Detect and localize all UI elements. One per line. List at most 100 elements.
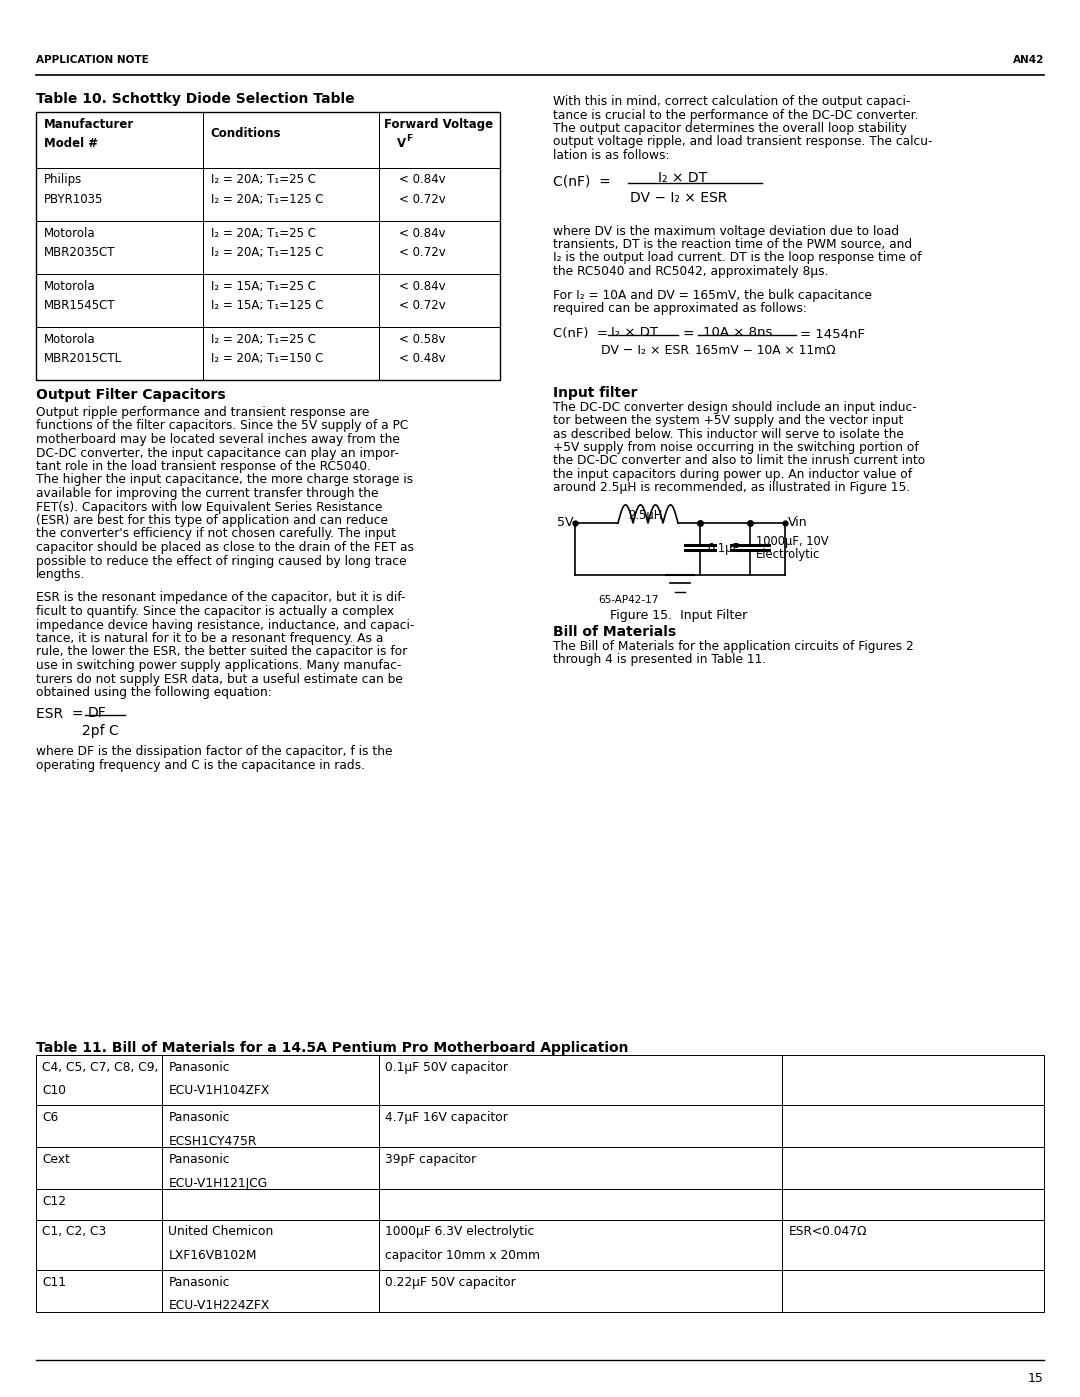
Text: I₂ = 20A; T₁=125 C: I₂ = 20A; T₁=125 C <box>211 246 323 258</box>
Bar <box>36 1055 162 1105</box>
Text: F: F <box>406 134 413 144</box>
Text: where DF is the dissipation factor of the capacitor, f is the: where DF is the dissipation factor of th… <box>36 746 392 759</box>
Text: I₂ × DT: I₂ × DT <box>658 172 707 186</box>
Bar <box>782 1147 1044 1189</box>
Text: FET(s). Capacitors with low Equivalent Series Resistance: FET(s). Capacitors with low Equivalent S… <box>36 500 382 514</box>
Text: With this in mind, correct calculation of the output capaci-: With this in mind, correct calculation o… <box>553 95 910 108</box>
Text: rule, the lower the ESR, the better suited the capacitor is for: rule, the lower the ESR, the better suit… <box>36 645 407 658</box>
Bar <box>782 1220 1044 1270</box>
Text: Vin: Vin <box>788 515 808 529</box>
Text: impedance device having resistance, inductance, and capaci-: impedance device having resistance, indu… <box>36 619 415 631</box>
Bar <box>162 1270 379 1312</box>
Text: 0.1μF: 0.1μF <box>707 542 739 555</box>
Text: C6: C6 <box>42 1111 58 1123</box>
Text: 1000μF, 10V: 1000μF, 10V <box>756 535 828 548</box>
Text: The output capacitor determines the overall loop stability: The output capacitor determines the over… <box>553 122 907 136</box>
Text: as described below. This inductor will serve to isolate the: as described below. This inductor will s… <box>553 427 904 440</box>
Text: operating frequency and C is the capacitance in rads.: operating frequency and C is the capacit… <box>36 759 365 773</box>
Text: lengths.: lengths. <box>36 569 85 581</box>
Bar <box>379 1147 782 1189</box>
Text: I₂ = 15A; T₁=25 C: I₂ = 15A; T₁=25 C <box>211 279 315 292</box>
Text: +5V supply from noise occurring in the switching portion of: +5V supply from noise occurring in the s… <box>553 441 919 454</box>
Text: the converter's efficiency if not chosen carefully. The input: the converter's efficiency if not chosen… <box>36 528 396 541</box>
Text: Cext: Cext <box>42 1153 70 1165</box>
Text: ECU-V1H224ZFX: ECU-V1H224ZFX <box>168 1299 270 1312</box>
Bar <box>36 1105 162 1147</box>
Bar <box>379 112 500 168</box>
Text: ECSH1CY475R: ECSH1CY475R <box>168 1134 257 1147</box>
Text: I₂ = 20A; T₁=25 C: I₂ = 20A; T₁=25 C <box>211 226 315 239</box>
Bar <box>36 112 500 380</box>
Bar <box>36 112 203 168</box>
Text: < 0.84v: < 0.84v <box>399 226 445 239</box>
Bar <box>782 1189 1044 1220</box>
Text: ESR is the resonant impedance of the capacitor, but it is dif-: ESR is the resonant impedance of the cap… <box>36 591 405 605</box>
Bar <box>379 1055 782 1105</box>
Text: LXF16VB102M: LXF16VB102M <box>168 1249 257 1261</box>
Bar <box>782 1105 1044 1147</box>
Text: motherboard may be located several inches away from the: motherboard may be located several inche… <box>36 433 400 446</box>
Text: 0.22μF 50V capacitor: 0.22μF 50V capacitor <box>386 1275 516 1288</box>
Text: the DC-DC converter and also to limit the inrush current into: the DC-DC converter and also to limit th… <box>553 454 926 468</box>
Text: capacitor 10mm x 20mm: capacitor 10mm x 20mm <box>386 1249 540 1261</box>
Text: Motorola: Motorola <box>43 332 95 345</box>
Text: < 0.72v: < 0.72v <box>399 193 446 205</box>
Text: output voltage ripple, and load transient response. The calcu-: output voltage ripple, and load transien… <box>553 136 932 148</box>
Text: I₂ = 15A; T₁=125 C: I₂ = 15A; T₁=125 C <box>211 299 323 312</box>
Text: Panasonic: Panasonic <box>168 1060 230 1073</box>
Text: 2.5μH: 2.5μH <box>627 509 662 522</box>
Text: 2pf C: 2pf C <box>82 724 119 738</box>
Text: available for improving the current transfer through the: available for improving the current tran… <box>36 488 378 500</box>
Text: DF: DF <box>87 707 107 721</box>
Text: ECU-V1H104ZFX: ECU-V1H104ZFX <box>168 1084 270 1097</box>
Text: V: V <box>396 137 406 149</box>
Text: 10A × 8ns: 10A × 8ns <box>703 326 772 338</box>
Bar <box>36 221 203 274</box>
Text: < 0.72v: < 0.72v <box>399 246 446 258</box>
Text: Bill of Materials: Bill of Materials <box>553 624 676 638</box>
Text: where DV is the maximum voltage deviation due to load: where DV is the maximum voltage deviatio… <box>553 225 900 237</box>
Text: I₂ is the output load current. DT is the loop response time of: I₂ is the output load current. DT is the… <box>553 251 921 264</box>
Text: DV − I₂ × ESR: DV − I₂ × ESR <box>600 344 689 356</box>
Text: The Bill of Materials for the application circuits of Figures 2: The Bill of Materials for the applicatio… <box>553 640 914 652</box>
Text: obtained using the following equation:: obtained using the following equation: <box>36 686 272 698</box>
Bar <box>379 168 500 221</box>
Text: Panasonic: Panasonic <box>168 1153 230 1165</box>
Bar <box>162 1105 379 1147</box>
Bar <box>379 1220 782 1270</box>
Text: I₂ × DT: I₂ × DT <box>611 326 658 338</box>
Text: 1000μF 6.3V electrolytic: 1000μF 6.3V electrolytic <box>386 1225 535 1238</box>
Text: ESR<0.047Ω: ESR<0.047Ω <box>788 1225 867 1238</box>
Text: Philips: Philips <box>43 173 82 186</box>
Text: MBR2035CT: MBR2035CT <box>43 246 116 258</box>
Text: Forward Voltage: Forward Voltage <box>383 117 492 130</box>
Text: lation is as follows:: lation is as follows: <box>553 149 670 162</box>
Text: =: = <box>681 327 693 341</box>
Text: 4.7μF 16V capacitor: 4.7μF 16V capacitor <box>386 1111 508 1123</box>
Text: 165mV − 10A × 11mΩ: 165mV − 10A × 11mΩ <box>696 344 836 356</box>
Text: functions of the filter capacitors. Since the 5V supply of a PC: functions of the filter capacitors. Sinc… <box>36 419 408 433</box>
Text: Conditions: Conditions <box>211 127 281 140</box>
Bar <box>36 1270 162 1312</box>
Bar <box>782 1270 1044 1312</box>
Bar <box>36 274 203 327</box>
Text: Panasonic: Panasonic <box>168 1275 230 1288</box>
Text: C(nF)  =: C(nF) = <box>553 327 608 341</box>
Text: The DC-DC converter design should include an input induc-: The DC-DC converter design should includ… <box>553 401 917 414</box>
Text: C12: C12 <box>42 1194 67 1207</box>
Text: Figure 15.  Input Filter: Figure 15. Input Filter <box>610 609 747 622</box>
Bar <box>36 1189 162 1220</box>
Text: The higher the input capacitance, the more charge storage is: The higher the input capacitance, the mo… <box>36 474 414 486</box>
Text: I₂ = 20A; T₁=25 C: I₂ = 20A; T₁=25 C <box>211 173 315 186</box>
Text: C11: C11 <box>42 1275 67 1288</box>
Text: 15: 15 <box>1028 1372 1044 1384</box>
Text: tant role in the load transient response of the RC5040.: tant role in the load transient response… <box>36 460 372 474</box>
Bar <box>36 168 203 221</box>
Text: tor between the system +5V supply and the vector input: tor between the system +5V supply and th… <box>553 414 903 427</box>
Text: For I₂ = 10A and DV = 165mV, the bulk capacitance: For I₂ = 10A and DV = 165mV, the bulk ca… <box>553 289 872 302</box>
Text: < 0.48v: < 0.48v <box>399 352 445 365</box>
Bar <box>36 1220 162 1270</box>
Bar <box>36 327 203 380</box>
Text: ESR  =: ESR = <box>36 707 83 721</box>
Bar <box>379 274 500 327</box>
